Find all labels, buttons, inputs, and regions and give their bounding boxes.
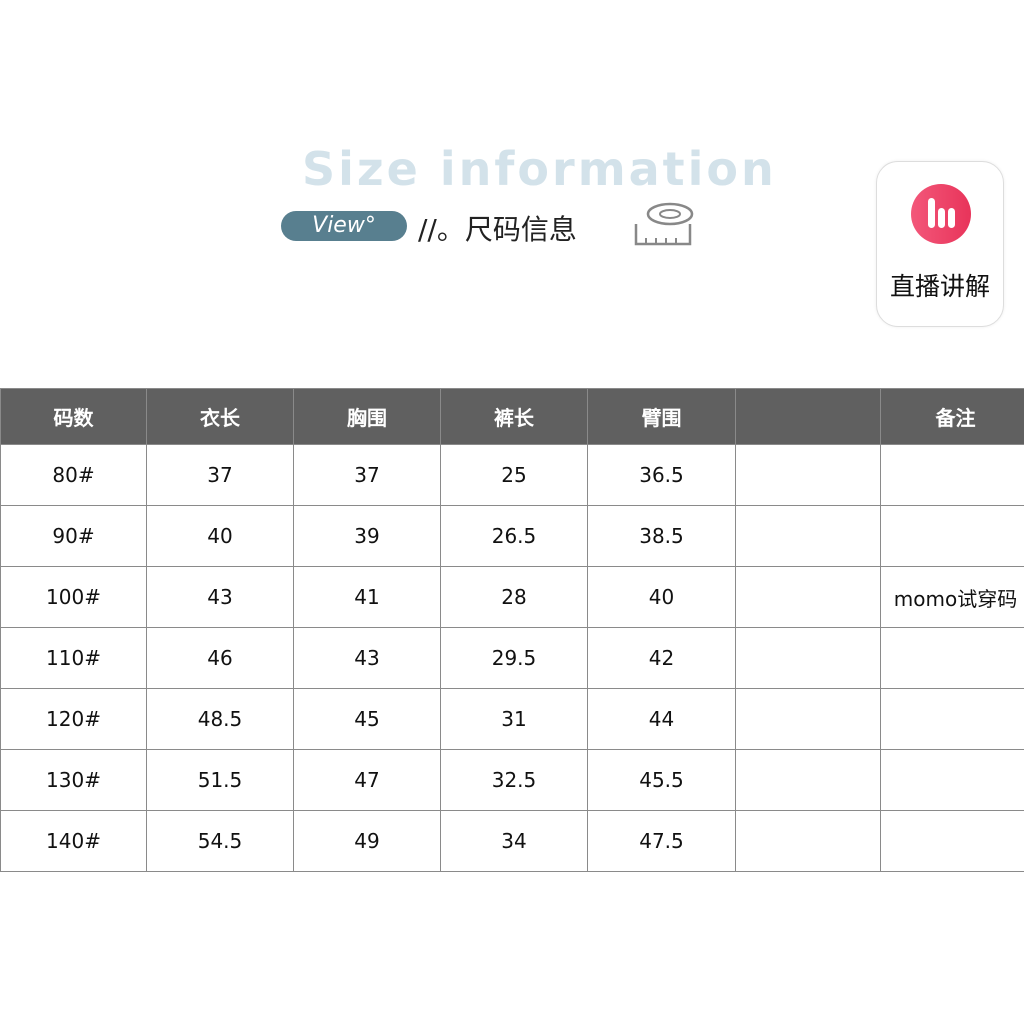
table-row: 90# 40 39 26.5 38.5 (0, 505, 1024, 567)
table-cell: 80# (0, 444, 147, 506)
table-cell: 39 (293, 505, 441, 567)
column-header: 衣长 (146, 388, 294, 445)
table-cell (735, 444, 881, 506)
table-cell (880, 810, 1024, 872)
table-cell (735, 688, 881, 750)
table-cell (880, 627, 1024, 689)
table-row: 110# 46 43 29.5 42 (0, 627, 1024, 689)
table-cell: 45 (293, 688, 441, 750)
table-cell: 140# (0, 810, 147, 872)
table-cell (880, 688, 1024, 750)
table-cell: 37 (293, 444, 441, 506)
table-cell: 47 (293, 749, 441, 811)
table-cell: 38.5 (587, 505, 736, 567)
tape-measure-icon (634, 202, 694, 246)
table-cell: 41 (293, 566, 441, 628)
table-header-row: 码数 衣长 胸围 裤长 臂围 备注 (0, 388, 1024, 445)
live-bars-icon (911, 184, 971, 244)
table-cell (735, 566, 881, 628)
table-cell: 40 (587, 566, 736, 628)
table-row: 120# 48.5 45 31 44 (0, 688, 1024, 750)
column-header: 码数 (0, 388, 147, 445)
size-info-subtitle: //。尺码信息 (418, 213, 577, 246)
table-cell: 130# (0, 749, 147, 811)
table-cell: 48.5 (146, 688, 294, 750)
table-cell: 90# (0, 505, 147, 567)
size-information-title: Size information (302, 142, 777, 196)
table-row: 140# 54.5 49 34 47.5 (0, 810, 1024, 872)
table-cell (880, 505, 1024, 567)
table-cell: 51.5 (146, 749, 294, 811)
table-row: 100# 43 41 28 40 momo试穿码 (0, 566, 1024, 628)
table-row: 130# 51.5 47 32.5 45.5 (0, 749, 1024, 811)
table-cell (735, 627, 881, 689)
table-cell (735, 749, 881, 811)
table-cell (880, 749, 1024, 811)
table-cell: 25 (440, 444, 588, 506)
live-explain-app-icon[interactable]: 直播讲解 (876, 161, 1004, 327)
table-cell: 34 (440, 810, 588, 872)
table-cell: 32.5 (440, 749, 588, 811)
table-cell (735, 505, 881, 567)
table-cell: momo试穿码 (880, 566, 1024, 628)
table-cell: 54.5 (146, 810, 294, 872)
table-cell: 45.5 (587, 749, 736, 811)
column-header: 备注 (880, 388, 1024, 445)
table-row: 80# 37 37 25 36.5 (0, 444, 1024, 506)
column-header: 胸围 (293, 388, 441, 445)
view-pill: View° (281, 211, 407, 241)
table-cell (880, 444, 1024, 506)
table-cell: 28 (440, 566, 588, 628)
table-cell: 46 (146, 627, 294, 689)
table-cell: 31 (440, 688, 588, 750)
table-cell: 49 (293, 810, 441, 872)
table-cell: 26.5 (440, 505, 588, 567)
table-cell: 110# (0, 627, 147, 689)
live-explain-label: 直播讲解 (889, 272, 990, 301)
table-cell (735, 810, 881, 872)
table-cell: 100# (0, 566, 147, 628)
table-cell: 37 (146, 444, 294, 506)
size-table: 码数 衣长 胸围 裤长 臂围 备注 80# 37 37 25 36.5 90# 40 39 26.5 38.… (0, 388, 1024, 872)
table-cell: 40 (146, 505, 294, 567)
column-header: 臂围 (587, 388, 736, 445)
table-cell: 120# (0, 688, 147, 750)
table-cell: 43 (146, 566, 294, 628)
table-cell: 42 (587, 627, 736, 689)
column-header (735, 388, 881, 445)
table-cell: 36.5 (587, 444, 736, 506)
table-cell: 44 (587, 688, 736, 750)
column-header: 裤长 (440, 388, 588, 445)
table-cell: 43 (293, 627, 441, 689)
table-cell: 47.5 (587, 810, 736, 872)
table-cell: 29.5 (440, 627, 588, 689)
